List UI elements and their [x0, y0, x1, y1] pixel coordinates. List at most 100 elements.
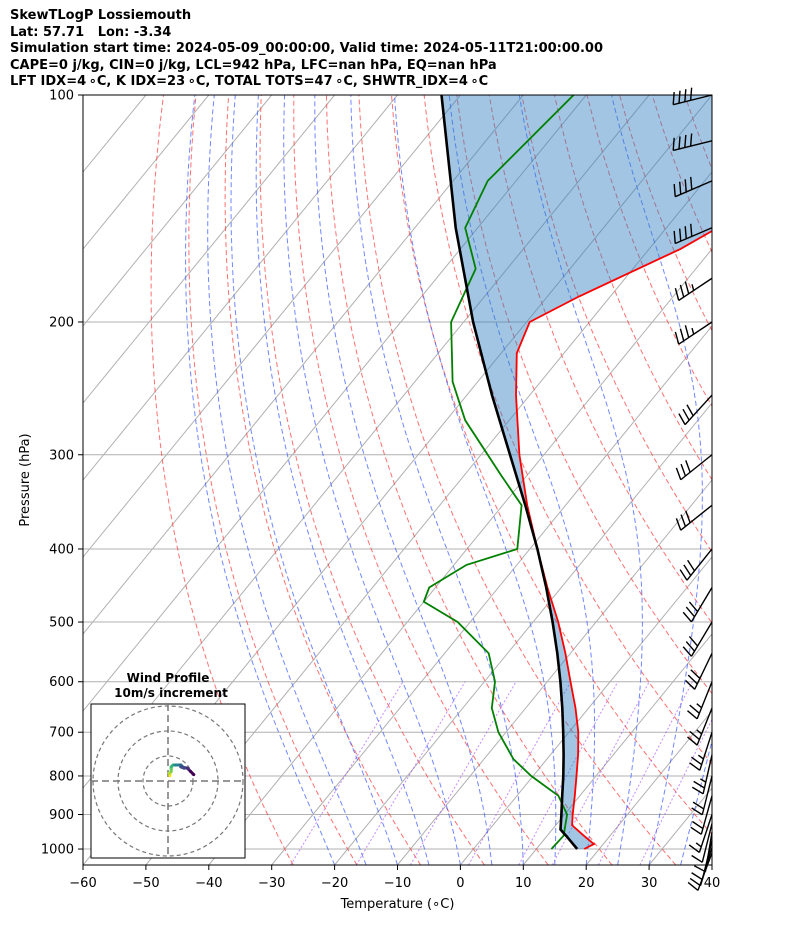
moist-adiabat: [518, 95, 643, 865]
wind-barb-flag: [685, 606, 696, 618]
wind-barb-half: [691, 284, 695, 291]
moist-adiabat: [185, 95, 336, 865]
location-line: Lat: 57.71 Lon: -3.34: [10, 24, 172, 40]
wind-barb-flag: [682, 408, 690, 421]
y-tick-label: 100: [49, 89, 74, 104]
isotherm-gridline: [83, 95, 587, 712]
wind-barb-flag: [687, 710, 698, 720]
wind-barb-flag: [689, 87, 693, 101]
isotherm-gridline: [711, 864, 712, 865]
wind-barb-flag: [674, 288, 680, 301]
wind-barb-flag: [678, 136, 681, 150]
moist-adiabat: [255, 95, 430, 865]
wind-barb-flag: [679, 569, 688, 581]
wind-barb-half: [695, 842, 702, 848]
x-tick-label: −30: [258, 876, 285, 891]
y-tick-label: 900: [49, 808, 74, 823]
indices-line-2: LFT IDX=4 ∘C, K IDX=23 ∘C, TOTAL TOTS=47…: [10, 74, 489, 89]
x-tick-label: −60: [69, 876, 96, 891]
wind-barb-flag: [684, 325, 690, 338]
dry-adiabat: [259, 95, 485, 865]
wind-barb-half: [691, 327, 695, 335]
wind-barb: [673, 176, 713, 198]
wind-barb-flag: [689, 762, 701, 771]
x-tick-label: 0: [456, 876, 464, 891]
wind-barb-flag: [680, 463, 687, 477]
wind-barb-flag: [690, 669, 701, 679]
wind-barb-half: [696, 729, 703, 735]
wind-barb-flag: [684, 89, 687, 102]
wind-barb-flag: [679, 181, 682, 195]
wind-barb-flag: [688, 601, 699, 613]
wind-barb-flag: [691, 807, 703, 816]
x-axis-label: Temperature (∘C): [340, 897, 455, 912]
wind-barb-flag: [673, 184, 676, 197]
wind-barb: [675, 504, 713, 531]
wind-barb-flag: [692, 820, 704, 830]
isotherm-gridline: [460, 556, 712, 865]
mixing-ratio-line: [468, 681, 572, 865]
wind-barb-flag: [690, 176, 693, 190]
wind-barb-flag: [685, 680, 696, 690]
hodograph-subtitle: 10m/s increment: [114, 686, 228, 700]
isotherm-gridline: [83, 95, 273, 327]
wind-barb-flag: [689, 704, 700, 714]
y-tick-label: 200: [49, 315, 74, 330]
wind-barb-flag: [687, 881, 699, 891]
wind-barb: [691, 775, 713, 816]
wind-barb-flag: [684, 134, 687, 148]
temperature-line: [515, 229, 712, 850]
wind-barb: [682, 587, 713, 623]
isotherm-gridline: [83, 95, 335, 404]
wind-barb-half: [696, 703, 703, 709]
wind-barb: [682, 621, 713, 657]
isotherm-gridline: [522, 633, 712, 865]
wind-barb-flag: [685, 641, 696, 652]
wind-barb-flag: [674, 331, 680, 345]
wind-barb: [674, 277, 713, 302]
x-tick-label: −10: [384, 876, 411, 891]
wind-barb-flag: [678, 90, 681, 104]
dry-adiabat: [521, 95, 712, 553]
moist-adiabat: [230, 95, 398, 865]
wind-barb-half: [700, 778, 707, 783]
wind-barb: [672, 133, 713, 152]
y-tick-label: 600: [49, 675, 74, 690]
moist-adiabat: [611, 95, 703, 865]
wind-barb-flag: [678, 413, 686, 425]
times-line: Simulation start time: 2024-05-09_00:00:…: [10, 41, 603, 56]
dry-adiabat: [750, 95, 794, 865]
wind-barb: [693, 832, 713, 873]
y-tick-label: 1000: [41, 843, 74, 858]
wind-barb-flag: [679, 328, 685, 342]
wind-barb: [687, 707, 713, 746]
mixing-ratio-line: [409, 681, 517, 865]
wind-barb: [689, 732, 713, 771]
wind-barb-flag: [675, 467, 682, 480]
wind-barb: [687, 681, 713, 720]
mixing-ratio-line: [639, 718, 712, 865]
dry-adiabat: [783, 95, 794, 865]
wind-barb-flag: [685, 510, 691, 523]
mixing-ratio-line: [518, 681, 619, 865]
moist-adiabat: [394, 95, 557, 865]
wind-barb-flag: [690, 223, 693, 237]
hodograph-plot: [91, 704, 245, 858]
isotherm-gridline: [83, 95, 398, 481]
dewpoint-line: [422, 95, 575, 850]
wind-barb: [674, 321, 713, 345]
cin-shading: [441, 95, 712, 849]
isotherm-gridline: [334, 402, 712, 865]
dry-adiabat: [224, 95, 422, 865]
x-tick-label: −50: [132, 876, 159, 891]
wind-barb-flag: [682, 611, 692, 623]
x-tick-label: 30: [641, 876, 658, 891]
wind-barb-flag: [679, 284, 685, 298]
x-tick-label: −40: [195, 876, 222, 891]
chart-title-block: SkewTLogP Lossiemouth Lat: 57.71 Lon: -3…: [10, 8, 603, 91]
moist-adiabat: [314, 95, 493, 865]
dry-adiabat: [391, 95, 712, 836]
mixing-ratio-line: [355, 681, 466, 865]
dry-adiabat: [150, 95, 294, 865]
